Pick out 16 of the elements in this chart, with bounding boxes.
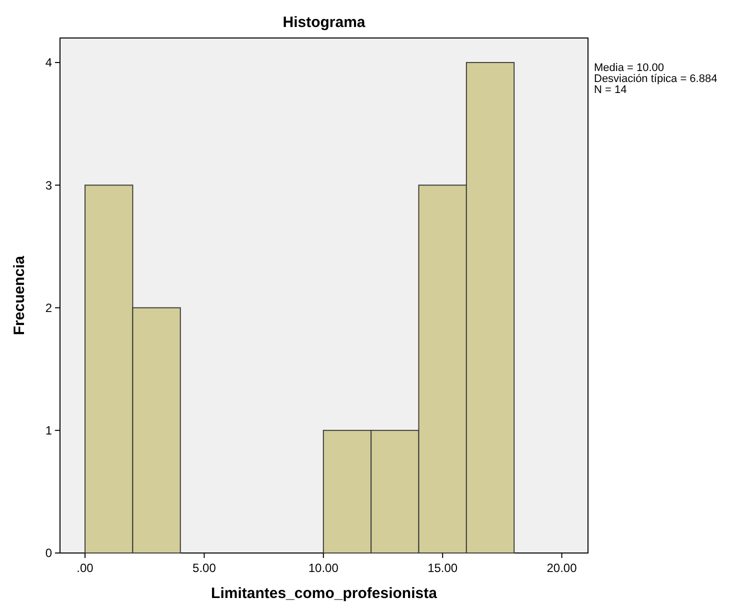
y-tick-label: 3 xyxy=(45,178,52,192)
x-tick-label: 5.00 xyxy=(192,561,216,575)
x-tick-label: 15.00 xyxy=(428,561,458,575)
y-tick-label: 0 xyxy=(45,546,52,560)
x-tick-label: 10.00 xyxy=(308,561,339,575)
y-axis-title: Frecuencia xyxy=(11,255,28,336)
text: Desviación típica = 6.884 xyxy=(594,73,718,85)
y-tick-label: 4 xyxy=(45,56,52,70)
text: Media = 10.00 xyxy=(594,62,664,74)
x-axis-title: Limitantes_como_profesionista xyxy=(211,585,438,602)
y-tick-label: 2 xyxy=(45,300,52,315)
x-tick-label: .00 xyxy=(76,561,94,575)
text: N = 14 xyxy=(594,84,627,96)
y-tick-label: 1 xyxy=(45,424,52,438)
x-tick-label: 20.00 xyxy=(546,561,578,575)
chart-title: Histograma xyxy=(282,14,366,31)
